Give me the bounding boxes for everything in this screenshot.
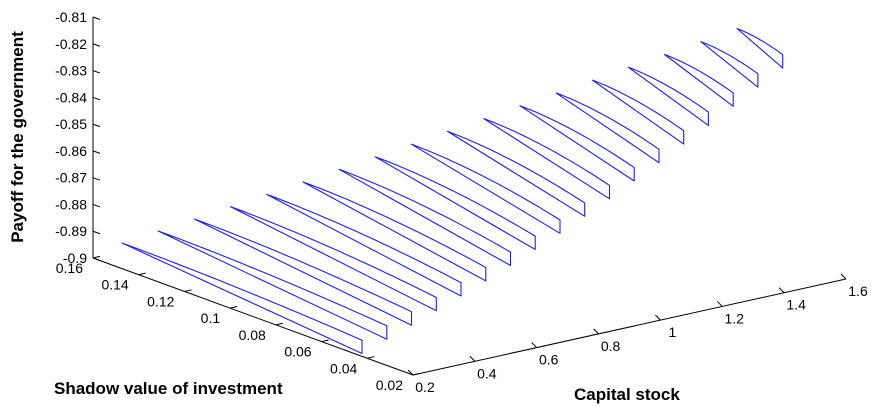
z-tick-label: -0.88 [55, 196, 87, 212]
z-tick-label: -0.85 [55, 116, 87, 132]
data-slice [447, 130, 586, 217]
data-slice [374, 156, 536, 251]
z-tick-mark [92, 16, 101, 20]
y-tick-label: 0.08 [239, 327, 266, 343]
data-slice [591, 79, 685, 145]
z-tick-mark [92, 43, 101, 47]
x-tick-label: 1.4 [786, 297, 806, 313]
x-tick-mark [778, 287, 785, 294]
data-slice [230, 206, 437, 312]
data-slice [302, 181, 487, 282]
z-tick-mark [92, 230, 101, 235]
y-tick-label: 0.14 [101, 277, 128, 293]
y-axis-title: Shadow value of investment [54, 379, 283, 398]
data-slice [519, 105, 635, 182]
data-slice [700, 41, 759, 88]
data-slice [627, 66, 709, 126]
z-tick-mark [92, 257, 101, 261]
y-tick-label: 0.02 [376, 377, 403, 393]
data-slice [157, 230, 388, 340]
y-tick-mark [412, 372, 421, 376]
y-tick-mark [321, 339, 329, 343]
chart-axes [92, 16, 847, 376]
z-tick-mark [92, 96, 101, 101]
z-tick-mark [92, 203, 101, 208]
y-tick-mark [275, 322, 283, 326]
y-tick-mark [184, 289, 192, 292]
x-tick-label: 0.2 [415, 379, 435, 395]
x-tick-label: 1.2 [725, 310, 745, 326]
y-tick-label: 0.16 [56, 260, 83, 276]
data-slice [555, 92, 660, 164]
z-tick-label: -0.9 [63, 250, 87, 266]
z-tick-mark [92, 177, 101, 181]
z-tick-mark [92, 123, 101, 128]
data-slices [121, 27, 784, 355]
y-tick-mark [367, 356, 375, 359]
z-axis-title: Payoff for the government [8, 31, 27, 243]
x-tick-label: 0.6 [539, 352, 559, 368]
y-axis-line [92, 257, 414, 376]
x-axis-line [412, 278, 847, 376]
data-slice [121, 242, 363, 355]
data-slice [193, 218, 413, 326]
y-tick-label: 0.1 [201, 310, 221, 326]
z-tick-label: -0.86 [55, 143, 87, 159]
data-slice [338, 168, 512, 267]
x-tick-label: 1 [669, 324, 677, 340]
x-tick-label: 0.4 [477, 365, 497, 381]
data-slice [664, 53, 734, 107]
z-tick-mark [92, 70, 101, 74]
x-tick-mark [407, 369, 414, 376]
x-tick-label: 1.6 [848, 283, 868, 299]
z-tick-label: -0.87 [55, 170, 87, 186]
x-tick-mark [840, 273, 847, 280]
x-tick-label: 0.8 [601, 338, 621, 354]
y-tick-mark [230, 306, 238, 309]
x-tick-mark [469, 355, 476, 362]
z-tick-label: -0.82 [55, 36, 87, 52]
data-slice [410, 143, 561, 234]
y-tick-label: 0.12 [147, 293, 174, 309]
z-tick-label: -0.81 [55, 9, 87, 25]
x-tick-mark [531, 342, 538, 348]
x-axis-title: Capital stock [574, 385, 680, 404]
y-tick-mark [92, 255, 101, 259]
z-tick-label: -0.84 [55, 89, 87, 105]
data-slice [266, 193, 462, 297]
z-tick-mark [92, 150, 101, 154]
data-slice [483, 118, 611, 200]
tick-labels: -0.81 -0.82 -0.83 -0.84 -0.85 -0.86 -0.87 -0.88… [55, 9, 868, 395]
data-slice [736, 27, 784, 69]
y-tick-label: 0.06 [284, 344, 311, 360]
x-tick-mark [716, 301, 723, 307]
z-tick-label: -0.89 [55, 223, 87, 239]
z-tick-label: -0.83 [55, 63, 87, 79]
y-tick-mark [138, 272, 146, 276]
x-tick-mark [593, 328, 599, 335]
y-tick-label: 0.04 [330, 360, 357, 376]
x-tick-mark [655, 314, 661, 321]
